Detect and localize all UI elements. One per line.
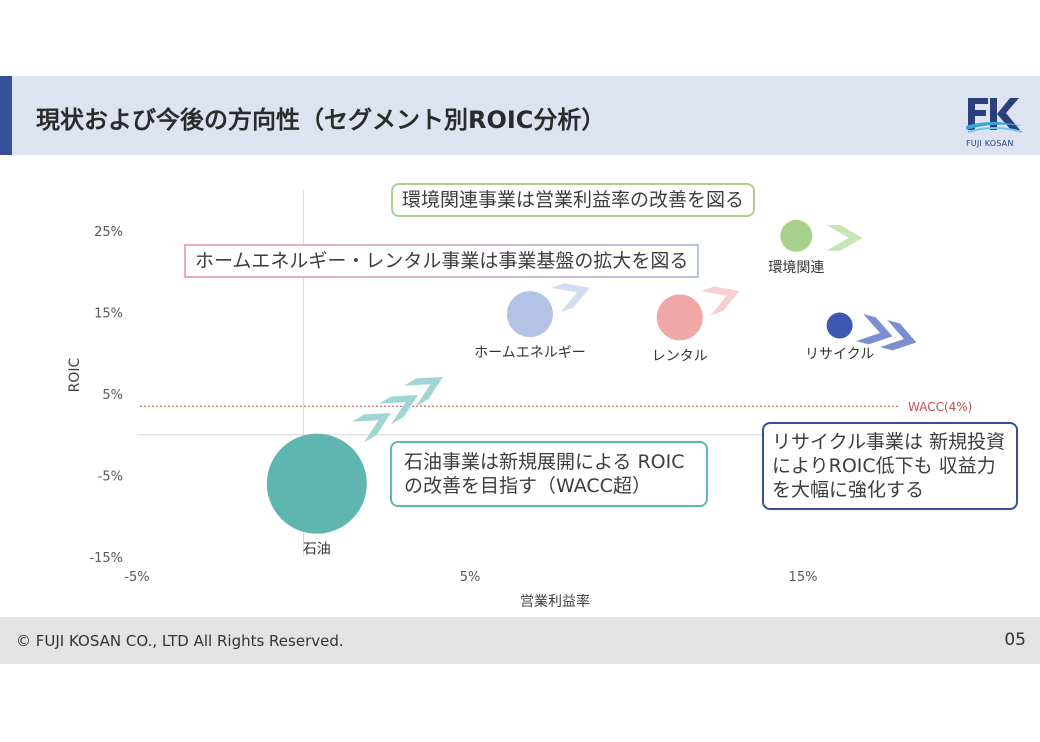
y-axis-label: ROIC xyxy=(67,357,83,392)
y-tick-label: 25% xyxy=(94,225,123,240)
arrow-chevron-icon xyxy=(880,320,917,351)
y-tick-label: -5% xyxy=(98,470,123,485)
page-number: 05 xyxy=(1004,630,1026,650)
page-title: 現状および今後の方向性（セグメント別ROIC分析） xyxy=(36,106,606,134)
y-tick-label: -15% xyxy=(89,551,123,566)
footer-bar xyxy=(0,617,1040,664)
arrow-chevron-icon xyxy=(826,224,863,251)
x-axis-label: 営業利益率 xyxy=(520,593,590,610)
fk-logo-icon xyxy=(966,98,1023,133)
callout-home-rental: ホームエネルギー・レンタル事業は事業基盤の拡大を図る xyxy=(184,244,700,278)
roic-chart: 25%15%5%-5%-15%-5% 5% 15%営業利益率ROICWACC(4%)… xyxy=(67,190,972,610)
x-tick-label: -5% xyxy=(124,570,149,585)
copyright-text: © FUJI KOSAN CO., LTD All Rights Reserve… xyxy=(16,632,344,650)
bubble-label: 石油 xyxy=(303,542,331,558)
x-tick-label: 15% xyxy=(789,570,818,585)
bubble-label: リサイクル xyxy=(805,347,874,363)
header-bar xyxy=(0,76,1040,155)
logo-text: FUJI KOSAN xyxy=(966,139,1014,148)
bubble-環境関連 xyxy=(780,219,813,252)
arrow-chevron-icon xyxy=(379,395,418,425)
x-tick-label: 5% xyxy=(460,570,481,585)
callout-environment: 環境関連事業は営業利益率の改善を図る xyxy=(391,183,756,217)
bubble-label: ホームエネルギー xyxy=(474,345,586,361)
arrow-chevron-icon xyxy=(404,377,443,407)
arrow-chevron-icon xyxy=(551,283,590,313)
bubble-label: レンタル xyxy=(652,348,708,364)
arrow-chevron-icon xyxy=(352,413,391,443)
arrow-chevron-icon xyxy=(701,286,740,316)
bubble-リサイクル xyxy=(826,312,853,339)
callout-recycle: リサイクル事業は 新規投資によりROIC低下も 収益力を大幅に強化する xyxy=(762,422,1018,510)
header-accent xyxy=(0,76,12,155)
wacc-label: WACC(4%) xyxy=(908,400,972,414)
arrow-chevron-icon xyxy=(856,314,893,345)
callout-oil: 石油事業は新規展開による ROICの改善を目指す（WACC超） xyxy=(390,441,708,507)
bubble-label: 環境関連 xyxy=(768,260,824,276)
y-tick-label: 15% xyxy=(94,307,123,322)
bubble-石油 xyxy=(266,433,367,534)
bubble-ホームエネルギー xyxy=(506,291,553,338)
y-tick-label: 5% xyxy=(102,388,123,403)
bubble-レンタル xyxy=(656,294,703,341)
